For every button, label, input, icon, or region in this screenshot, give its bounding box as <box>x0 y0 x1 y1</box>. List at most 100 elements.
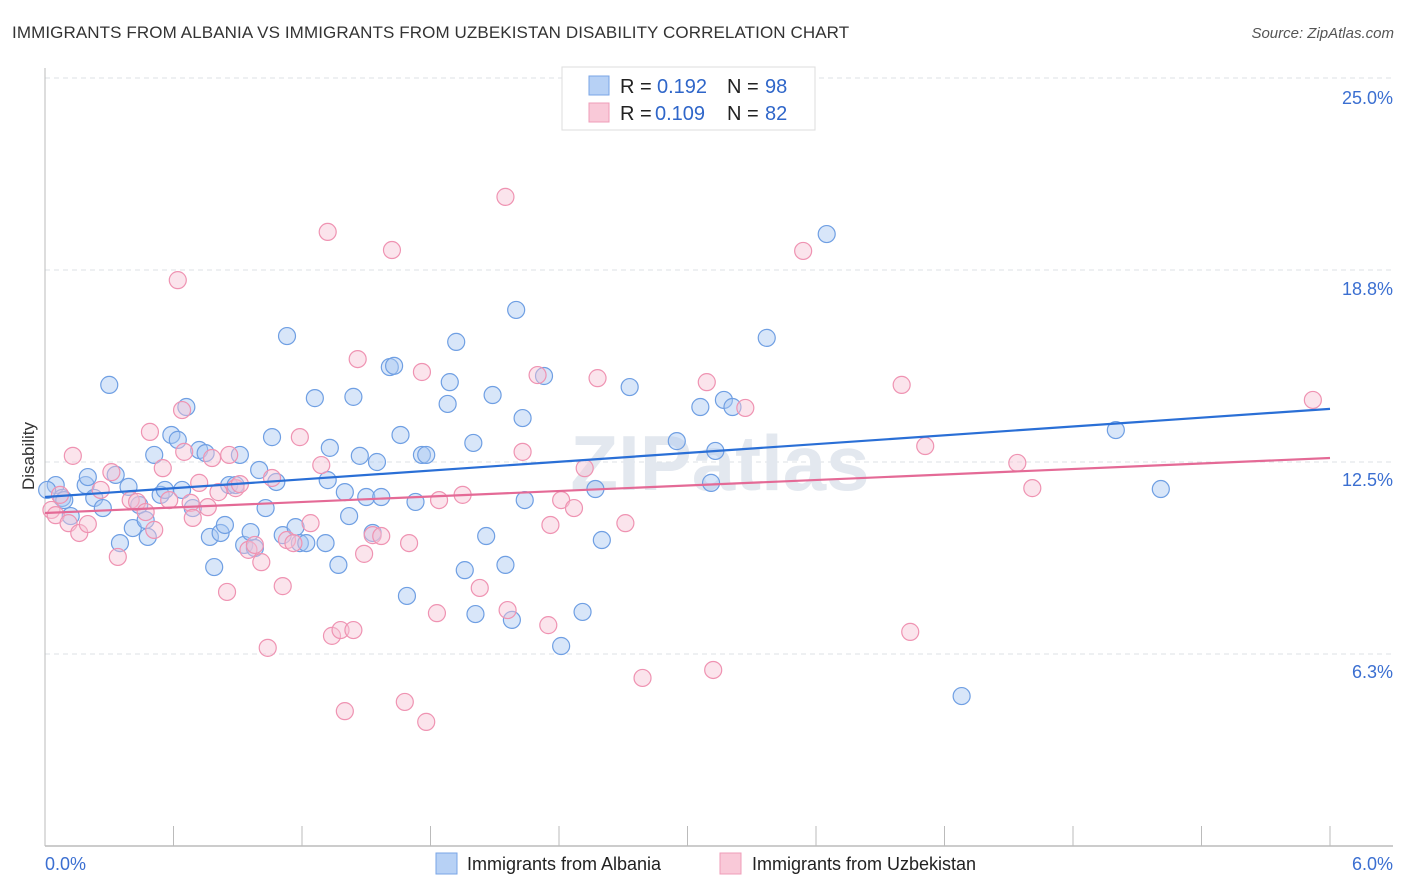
point-albania <box>573 602 592 622</box>
point-uzbekistan <box>108 547 127 567</box>
x-tick-label-min: 0.0% <box>45 854 86 874</box>
r-label: R = <box>620 76 652 98</box>
point-uzbekistan <box>63 446 82 465</box>
legend-swatch-uzbekistan <box>719 852 742 875</box>
point-albania <box>367 452 387 472</box>
point-uzbekistan <box>588 369 607 388</box>
point-uzbekistan <box>78 514 97 534</box>
point-uzbekistan <box>168 271 187 290</box>
point-uzbekistan <box>318 222 337 242</box>
point-uzbekistan <box>290 428 309 447</box>
point-albania <box>256 498 275 518</box>
x-tick-label-max: 6.0% <box>1352 854 1393 874</box>
point-albania <box>305 389 324 408</box>
point-uzbekistan <box>284 534 303 553</box>
point-albania <box>262 428 282 447</box>
point-albania <box>447 332 466 351</box>
watermark: ZIPatlas <box>570 419 869 507</box>
legend-label-albania: Immigrants from Albania <box>467 854 662 874</box>
point-uzbekistan <box>91 480 110 500</box>
n-label: N = <box>727 103 759 125</box>
point-albania <box>335 483 354 502</box>
trend-line-uzbekistan <box>44 456 1331 515</box>
point-uzbekistan <box>429 490 449 510</box>
point-albania <box>817 224 836 244</box>
point-albania <box>372 487 391 507</box>
point-albania <box>200 527 220 547</box>
y-tick-label: 6.3% <box>1352 662 1393 682</box>
point-uzbekistan <box>616 514 635 533</box>
point-albania <box>318 471 337 490</box>
gridlines <box>45 77 1393 655</box>
point-uzbekistan <box>541 515 560 535</box>
point-uzbekistan <box>564 498 584 518</box>
point-albania <box>496 555 515 575</box>
point-albania <box>513 408 532 428</box>
chart-source: Source: ZipAtlas.com <box>1251 25 1394 42</box>
point-uzbekistan <box>892 375 911 394</box>
point-uzbekistan <box>704 660 723 680</box>
point-uzbekistan <box>102 463 121 482</box>
point-albania <box>757 328 776 347</box>
point-albania <box>1106 420 1125 440</box>
point-uzbekistan <box>217 582 237 602</box>
point-uzbekistan <box>348 349 367 369</box>
y-tick-label: 25.0% <box>1342 88 1393 108</box>
legend-label-uzbekistan: Immigrants from Uzbekistan <box>752 854 976 874</box>
point-uzbekistan <box>736 398 755 418</box>
point-albania <box>145 445 164 465</box>
point-uzbekistan <box>513 442 532 461</box>
point-albania <box>723 397 742 417</box>
point-albania <box>412 445 432 465</box>
point-uzbekistan <box>355 544 374 563</box>
point-uzbekistan <box>190 473 209 492</box>
point-uzbekistan <box>172 400 192 420</box>
point-uzbekistan <box>575 459 594 478</box>
point-albania <box>667 432 686 451</box>
y-tick-label: 12.5% <box>1342 470 1393 490</box>
point-albania <box>357 487 376 507</box>
point-uzbekistan <box>160 490 179 510</box>
point-albania <box>78 467 97 487</box>
point-uzbekistan <box>181 493 200 512</box>
chart-title: IMMIGRANTS FROM ALBANIA VS IMMIGRANTS FR… <box>12 23 850 42</box>
uzbekistan-swatch <box>588 102 610 123</box>
point-albania <box>438 394 457 414</box>
point-uzbekistan <box>153 459 172 478</box>
n-value: 82 <box>765 103 787 125</box>
point-uzbekistan <box>262 468 282 488</box>
point-albania <box>329 555 348 575</box>
point-albania <box>277 326 297 346</box>
point-uzbekistan <box>372 526 391 546</box>
stats-legend: R = 0.192 N = 98 R = 0.109 N = 82 <box>561 66 816 131</box>
point-uzbekistan <box>382 240 402 260</box>
point-uzbekistan <box>417 712 436 731</box>
point-uzbekistan <box>528 365 547 385</box>
series-legend: Immigrants from Albania Immigrants from … <box>435 852 976 875</box>
point-uzbekistan <box>697 373 716 392</box>
point-uzbekistan <box>427 604 447 623</box>
point-albania <box>100 375 119 394</box>
point-albania <box>215 515 234 535</box>
point-albania <box>701 473 721 492</box>
r-value: 0.192 <box>657 76 707 98</box>
point-uzbekistan <box>412 362 432 382</box>
point-albania <box>507 300 526 320</box>
data-points <box>38 97 1322 731</box>
point-albania <box>138 527 157 547</box>
point-albania <box>952 686 971 706</box>
point-uzbekistan <box>273 577 292 596</box>
point-albania <box>620 377 639 397</box>
point-albania <box>417 445 436 465</box>
point-albania <box>350 446 369 465</box>
point-uzbekistan <box>335 702 354 721</box>
y-axis-label: Disability <box>19 421 38 490</box>
point-albania <box>110 534 130 553</box>
point-albania <box>205 557 224 577</box>
point-uzbekistan <box>1303 390 1322 410</box>
point-uzbekistan <box>220 445 239 465</box>
y-tick-label: 18.8% <box>1342 279 1393 299</box>
point-uzbekistan <box>252 553 271 572</box>
point-uzbekistan <box>1008 453 1027 473</box>
point-uzbekistan <box>794 241 813 261</box>
